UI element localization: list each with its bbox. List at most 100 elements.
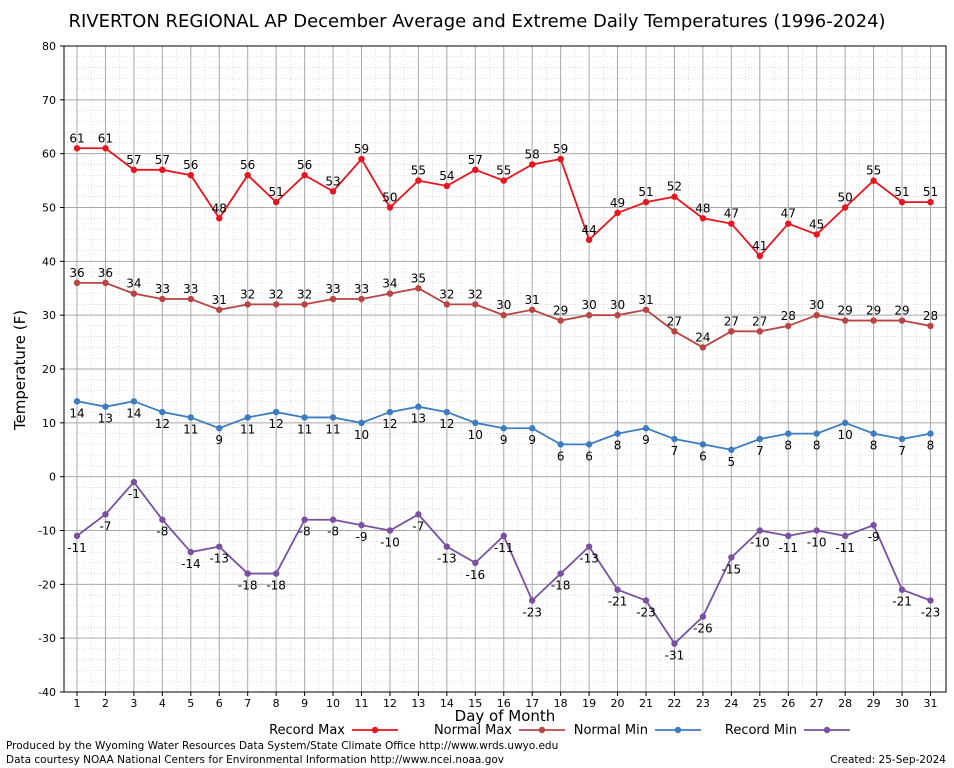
record-min-data-label: -18 [238, 579, 258, 593]
normal-max-point [102, 279, 109, 287]
chart-title: RIVERTON REGIONAL AP December Average an… [68, 11, 885, 32]
normal-min-point [898, 435, 906, 443]
record-min-point [585, 543, 593, 550]
record-min-point [159, 516, 166, 523]
normal-max-data-label: 34 [382, 277, 397, 291]
record-min-point [728, 554, 735, 561]
record-max-data-label: 48 [212, 201, 227, 215]
record-max-data-label: 44 [581, 223, 596, 237]
record-max-point [272, 198, 280, 206]
normal-max-point [187, 295, 194, 303]
record-max-point [415, 177, 422, 184]
normal-min-point [557, 441, 564, 448]
normal-max-point [585, 311, 593, 319]
normal-min-point [443, 408, 451, 416]
normal-min-point [927, 430, 934, 437]
record-max-data-label: 61 [69, 131, 84, 145]
normal-max-data-label: 31 [638, 293, 653, 307]
record-max-data-label: 59 [553, 142, 568, 156]
x-tick-label: 19 [582, 697, 596, 710]
normal-max-data-label: 28 [923, 309, 938, 323]
normal-min-point [671, 435, 678, 443]
record-max-point [500, 177, 507, 184]
normal-min-point [500, 425, 507, 432]
normal-min-data-label: 8 [870, 439, 878, 453]
normal-max-data-label: 33 [354, 282, 369, 296]
normal-max-point [73, 279, 81, 287]
record-max-point [187, 172, 194, 179]
record-max-data-label: 55 [866, 164, 881, 178]
normal-min-point [699, 441, 707, 448]
record-max-data-label: 50 [382, 191, 397, 205]
x-tick-label: 5 [187, 697, 194, 710]
normal-min-point [244, 414, 251, 421]
record-min-data-label: -23 [636, 605, 656, 619]
record-max-data-label: 51 [638, 185, 653, 199]
normal-min-data-label: 14 [126, 406, 141, 420]
record-min-point [472, 559, 479, 566]
normal-max-point [671, 328, 678, 335]
record-min-data-label: -18 [551, 579, 571, 593]
x-tick-label: 15 [468, 697, 482, 710]
y-axis-label: Temperature (F) [11, 310, 29, 431]
y-tick-label: 40 [42, 255, 56, 268]
y-tick-label: 80 [42, 40, 56, 53]
normal-max-point [159, 295, 166, 303]
record-max-data-label: 53 [325, 174, 340, 188]
normal-min-point [642, 425, 650, 432]
y-tick-label: 0 [49, 471, 56, 484]
record-min-point [415, 511, 422, 518]
record-max-point [671, 193, 678, 200]
record-min-point [671, 640, 678, 647]
normal-min-point [159, 408, 166, 416]
normal-max-data-label: 33 [325, 282, 340, 296]
x-axis-label: Day of Month [455, 707, 556, 725]
x-tick-label: 20 [611, 697, 625, 710]
record-min-data-label: -11 [67, 541, 87, 555]
record-min-point [216, 543, 223, 550]
x-tick-label: 23 [696, 697, 710, 710]
normal-max-data-label: 36 [69, 266, 84, 280]
footer-created-date: Created: 25-Sep-2024 [830, 754, 946, 766]
record-max-point [699, 215, 707, 222]
footer-data-courtesy: Data courtesy NOAA National Centers for … [6, 754, 504, 766]
record-max-data-label: 61 [98, 131, 113, 145]
normal-max-data-label: 32 [468, 287, 483, 301]
legend-label-record-max: Record Max [269, 723, 345, 738]
normal-min-data-label: 8 [813, 439, 821, 453]
normal-min-data-label: 12 [269, 417, 284, 431]
normal-max-point [927, 322, 934, 330]
record-min-data-label: -1 [128, 487, 140, 501]
legend-marker-normal-min [674, 726, 682, 734]
normal-min-point [585, 441, 593, 448]
record-max-point [216, 215, 223, 222]
normal-max-point [699, 344, 707, 351]
x-tick-label: 6 [216, 697, 223, 710]
record-max-data-label: 57 [155, 153, 170, 167]
normal-min-data-label: 13 [411, 412, 426, 426]
x-tick-label: 9 [301, 697, 308, 710]
normal-max-point [529, 306, 536, 313]
normal-max-point [898, 317, 906, 324]
legend-marker-record-min [823, 726, 831, 734]
legend-label-normal-min: Normal Min [574, 723, 648, 738]
record-max-point [358, 155, 365, 163]
normal-min-point [472, 419, 479, 427]
y-tick-label: -30 [38, 632, 56, 645]
record-max-data-label: 52 [667, 180, 682, 194]
normal-max-point [443, 301, 451, 308]
x-tick-label: 13 [411, 697, 425, 710]
normal-max-point [813, 311, 820, 319]
record-max-point [841, 204, 849, 211]
normal-max-data-label: 32 [240, 287, 255, 301]
legend-marker-record-max [371, 726, 379, 734]
normal-max-data-label: 30 [496, 298, 511, 312]
record-max-data-label: 59 [354, 142, 369, 156]
record-min-data-label: -21 [892, 595, 912, 609]
normal-max-data-label: 27 [724, 314, 739, 328]
record-min-data-label: -11 [778, 541, 798, 555]
x-tick-label: 12 [383, 697, 397, 710]
normal-min-point [73, 398, 81, 405]
x-tick-label: 31 [924, 697, 938, 710]
